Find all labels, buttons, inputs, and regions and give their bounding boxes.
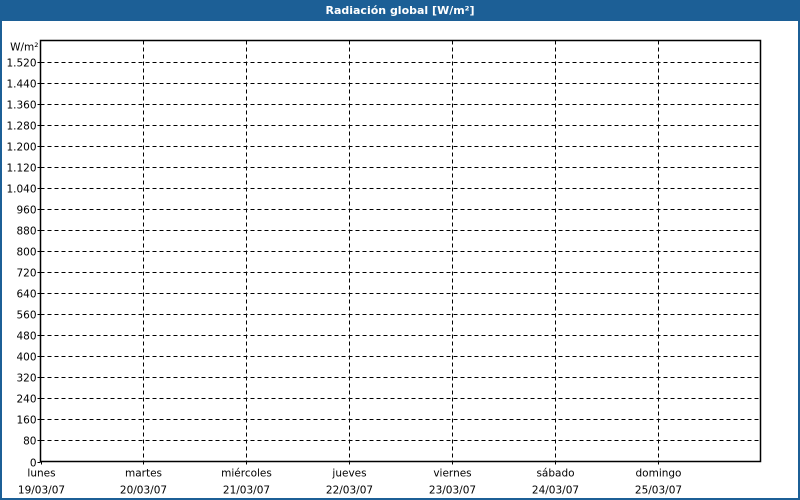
y-tick-label: 1.200 (6, 142, 36, 154)
x-day-label: jueves (331, 468, 366, 480)
x-date-label: 23/03/07 (429, 485, 476, 497)
y-tick-label: 560 (16, 310, 36, 322)
y-tick-label: 1.360 (6, 100, 36, 112)
x-date-label: 24/03/07 (532, 485, 579, 497)
y-tick-label: 880 (16, 226, 36, 238)
x-date-label: 19/03/07 (18, 485, 65, 497)
y-tick-label: 160 (16, 415, 36, 427)
x-day-label: sábado (536, 468, 574, 480)
x-date-label: 20/03/07 (120, 485, 167, 497)
x-day-label: viernes (433, 468, 471, 480)
x-day-label: miércoles (221, 468, 272, 480)
y-tick-label: 1.440 (6, 79, 36, 91)
y-axis-unit-label: W/m² (10, 42, 38, 54)
x-day-label: lunes (27, 468, 55, 480)
x-date-label: 22/03/07 (326, 485, 373, 497)
y-tick-label: 640 (16, 289, 36, 301)
x-day-label: domingo (636, 468, 682, 480)
y-tick-label: 480 (16, 331, 36, 343)
y-tick-label: 240 (16, 394, 36, 406)
x-day-label: martes (125, 468, 162, 480)
y-tick-label: 1.120 (6, 163, 36, 175)
x-date-label: 21/03/07 (223, 485, 270, 497)
y-tick-label: 80 (23, 436, 36, 448)
y-tick-label: 1.520 (6, 58, 36, 70)
y-tick-label: 1.040 (6, 184, 36, 196)
y-tick-label: 1.280 (6, 121, 36, 133)
y-tick-label: 320 (16, 373, 36, 385)
y-tick-label: 400 (16, 352, 36, 364)
x-date-label: 25/03/07 (635, 485, 682, 497)
y-tick-label: 0 (30, 458, 37, 470)
y-tick-label: 720 (16, 268, 36, 280)
y-tick-label: 800 (16, 247, 36, 259)
chart-title: Radiación global [W/m²] (0, 0, 800, 21)
y-tick-label: 960 (16, 205, 36, 217)
plot-frame (39, 39, 762, 463)
